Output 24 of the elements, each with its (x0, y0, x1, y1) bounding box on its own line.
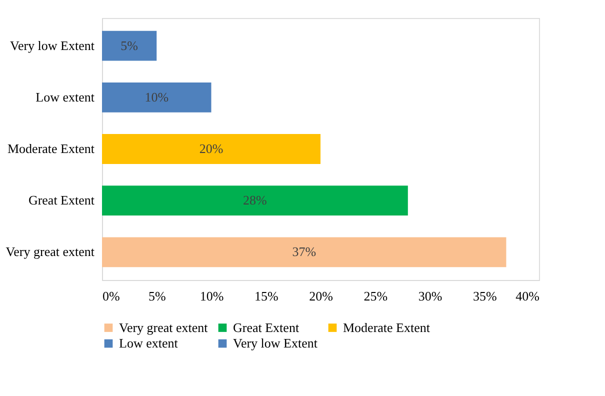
data-label: 20% (199, 141, 224, 156)
legend-label: Moderate Extent (343, 320, 430, 335)
x-tick-label: 25% (364, 288, 388, 304)
y-tick-label: Very low Extent (10, 38, 95, 53)
legend-label: Great Extent (233, 320, 300, 335)
x-tick-label: 30% (418, 288, 442, 304)
x-tick-label: 15% (254, 288, 278, 304)
data-label: 37% (292, 244, 316, 260)
x-tick-label: 20% (309, 288, 334, 304)
data-label: 10% (144, 89, 169, 104)
legend-label: Very low Extent (233, 336, 318, 350)
x-tick-label: 10% (200, 288, 224, 304)
x-tick-label: 5% (148, 288, 166, 304)
legend-label: Low extent (119, 336, 178, 350)
x-tick-label: 0% (102, 288, 120, 304)
x-tick-label: 40% (516, 288, 540, 304)
data-label: 28% (243, 192, 268, 208)
data-label: 5% (120, 38, 138, 53)
x-tick-label: 35% (472, 288, 497, 304)
y-tick-label: Low extent (36, 89, 95, 104)
y-tick-label: Great Extent (28, 192, 95, 208)
y-tick-label: Moderate Extent (8, 141, 95, 156)
legend-label: Very great extent (119, 320, 208, 335)
y-tick-label: Very great extent (6, 244, 95, 260)
